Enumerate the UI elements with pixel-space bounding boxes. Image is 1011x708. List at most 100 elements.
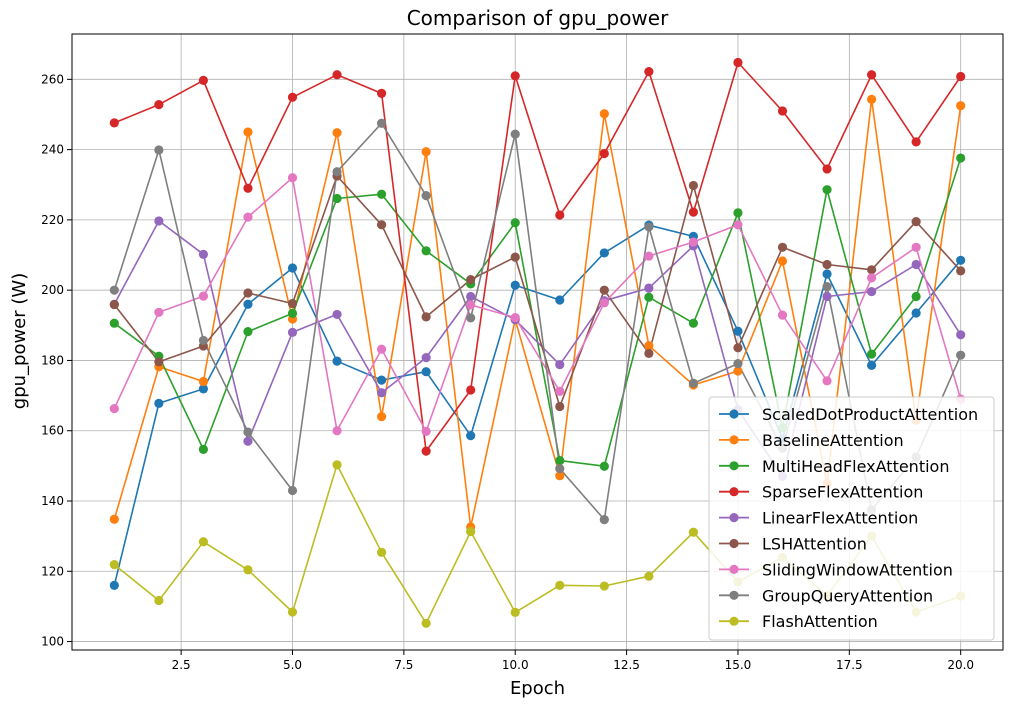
data-point-groupqueryattention [243,427,253,437]
data-point-linearflexattention [376,388,387,398]
legend-label-slidingwindowattention: SlidingWindowAttention [762,560,953,579]
data-point-groupqueryattention [421,191,431,201]
data-point-baselineattention [644,341,654,351]
data-point-linearflexattention [822,291,832,302]
legend-marker-groupqueryattention [729,590,739,600]
legend-box [708,396,995,641]
data-point-linearflexattention [644,283,654,293]
data-point-scaleddotproductattention [911,308,921,318]
data-point-multiheadflexattention [644,292,654,302]
chart-title: Comparison of gpu_power [407,6,669,30]
data-point-flashattention [109,560,119,570]
data-point-multiheadflexattention [198,444,209,454]
data-point-slidingwindowattention [555,386,565,396]
data-point-flashattention [287,607,298,617]
y-tick-label: 200 [41,283,64,297]
data-point-groupqueryattention [109,285,119,295]
data-point-sparseflexattention [555,210,565,220]
data-point-sparseflexattention [421,446,431,456]
data-point-flashattention [644,571,654,581]
data-point-multiheadflexattention [109,318,119,328]
data-point-multiheadflexattention [243,327,253,337]
legend-marker-linearflexattention [729,513,739,523]
data-point-slidingwindowattention [154,307,164,317]
data-point-groupqueryattention [644,222,654,232]
data-point-baselineattention [555,471,565,481]
legend-label-sparseflexattention: SparseFlexAttention [762,483,923,502]
legend-label-scaleddotproductattention: ScaledDotProductAttention [762,405,978,424]
data-point-sparseflexattention [688,207,699,217]
legend-marker-scaleddotproductattention [729,409,739,419]
y-tick-label: 220 [41,213,64,227]
data-point-sparseflexattention [332,70,342,80]
data-point-linearflexattention [466,291,476,302]
data-point-sparseflexattention [956,71,966,82]
series-line-scaleddotproductattention [113,224,962,586]
legend-marker-lshattention [729,538,739,549]
data-point-lshattention [154,357,164,367]
legend-marker-flashattention [729,616,739,626]
data-point-multiheadflexattention [688,318,699,328]
data-point-slidingwindowattention [198,291,209,301]
series-markers [109,57,966,628]
legend-marker-sparseflexattention [729,487,739,497]
data-point-sparseflexattention [198,75,209,85]
data-point-flashattention [421,618,431,628]
data-point-linearflexattention [198,249,209,259]
data-point-scaleddotproductattention [198,384,209,394]
data-point-flashattention [466,526,476,537]
series-line-sparseflexattention [113,61,962,452]
data-point-scaleddotproductattention [733,326,743,336]
x-tick-label: 12.5 [613,658,640,672]
data-point-scaleddotproductattention [421,367,431,377]
data-point-lshattention [287,298,298,309]
x-tick-label: 20.0 [947,658,974,672]
data-point-groupqueryattention [287,485,298,496]
data-point-groupqueryattention [822,282,832,292]
legend-label-flashattention: FlashAttention [762,612,878,631]
data-point-linearflexattention [154,216,164,226]
data-point-sparseflexattention [644,66,654,77]
data-point-sparseflexattention [911,137,921,147]
y-tick-label: 180 [41,353,64,367]
data-point-sparseflexattention [866,70,877,80]
data-point-multiheadflexattention [376,189,387,199]
axis-ticks: 2.5 5.0 7.5 10.0 12.5 15.0 17.5 20.0 100 120 140 16… [41,72,974,672]
data-point-lshattention [688,180,699,191]
x-axis-label: Epoch [510,678,565,699]
data-point-baselineattention [733,366,743,376]
data-point-multiheadflexattention [555,455,565,466]
data-point-scaleddotproductattention [376,375,387,385]
data-point-baselineattention [109,514,119,524]
data-point-baselineattention [866,94,877,104]
data-point-multiheadflexattention [421,246,431,256]
data-point-slidingwindowattention [644,251,654,261]
data-point-lshattention [911,217,921,227]
data-point-scaleddotproductattention [332,356,342,366]
data-point-slidingwindowattention [466,300,476,310]
data-point-slidingwindowattention [376,344,387,354]
data-point-flashattention [599,581,609,591]
data-point-slidingwindowattention [109,403,119,414]
data-point-slidingwindowattention [822,376,832,386]
data-point-baselineattention [243,127,253,137]
data-point-lshattention [644,348,654,359]
y-tick-label: 140 [41,494,64,508]
data-point-groupqueryattention [510,129,520,139]
data-point-lshattention [866,265,877,275]
data-point-slidingwindowattention [332,426,342,436]
x-tick-label: 15.0 [725,658,752,672]
data-point-sparseflexattention [599,148,609,159]
legend-label-groupqueryattention: GroupQueryAttention [762,586,933,605]
data-point-multiheadflexattention [287,308,298,318]
data-point-baselineattention [376,412,387,422]
y-axis-label: gpu_power (W) [9,273,30,409]
data-point-groupqueryattention [688,378,699,388]
data-point-lshattention [109,299,119,310]
data-point-scaleddotproductattention [822,269,832,279]
data-point-sparseflexattention [777,106,788,116]
data-point-baselineattention [599,109,609,119]
series-line-slidingwindowattention [113,176,962,433]
data-point-sparseflexattention [154,100,164,110]
